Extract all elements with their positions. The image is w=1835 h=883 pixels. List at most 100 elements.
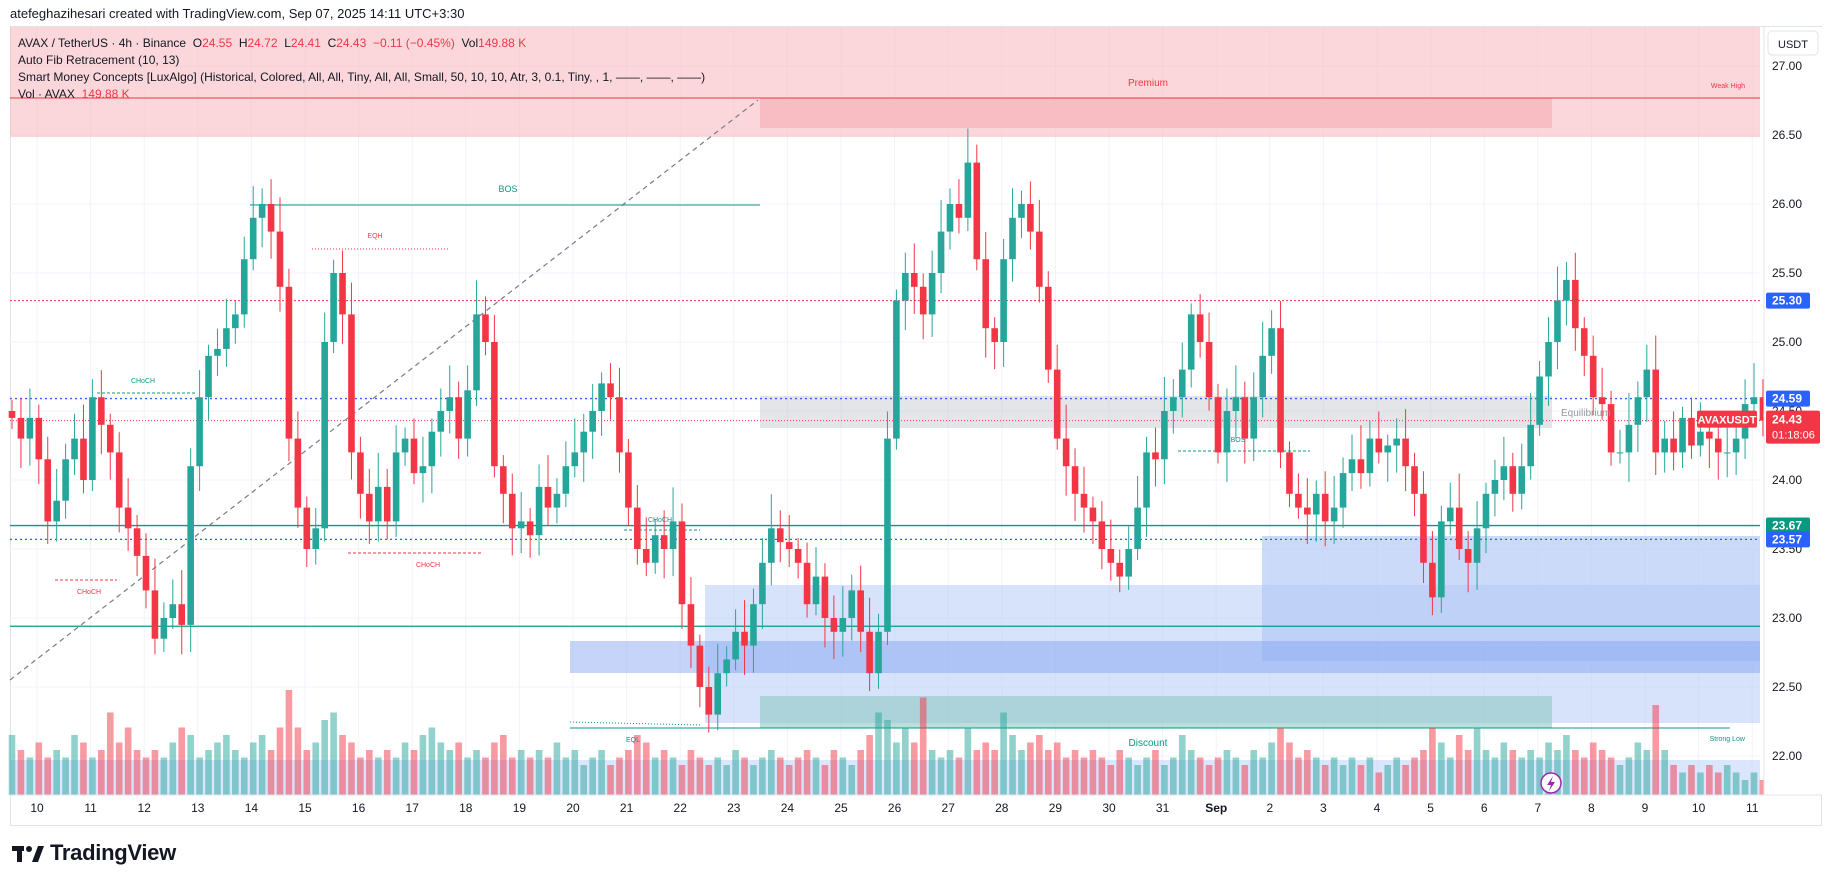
candle-body xyxy=(562,466,570,494)
volume-bar xyxy=(491,742,498,795)
volume-bar xyxy=(196,757,203,795)
chart-legend: AVAX / TetherUS · 4h · Binance O24.55 H2… xyxy=(18,35,705,103)
candle-body xyxy=(1125,549,1132,577)
volume-bar xyxy=(1098,757,1106,795)
volume-bar xyxy=(1009,735,1016,795)
volume-bar xyxy=(687,750,695,795)
candle-body xyxy=(366,493,373,522)
candle-body xyxy=(473,314,480,391)
candle-body xyxy=(223,328,230,349)
candle-body xyxy=(553,493,561,508)
candle-body xyxy=(455,397,462,439)
volume-bar xyxy=(294,727,302,795)
candle-body xyxy=(133,528,141,556)
candle-body xyxy=(669,521,677,549)
y-tick-label: 27.00 xyxy=(1772,59,1802,73)
volume-bar xyxy=(1455,735,1463,795)
x-tick-label: 23 xyxy=(727,801,741,815)
volume-bar xyxy=(1554,750,1561,795)
volume-bar xyxy=(1134,765,1141,795)
candle-body xyxy=(1080,493,1088,508)
volume-bar xyxy=(714,757,722,795)
candle-body xyxy=(1304,507,1311,515)
volume-bar xyxy=(1161,765,1168,795)
volume-bar xyxy=(946,750,954,795)
volume-bar xyxy=(526,757,534,795)
x-tick-label: 11 xyxy=(1746,801,1759,815)
candle-body xyxy=(732,631,739,660)
volume-bar xyxy=(848,765,856,795)
candle-body xyxy=(1411,466,1418,494)
label-premium: Premium xyxy=(1128,78,1168,89)
volume-bar xyxy=(1000,712,1007,795)
legend-indicator-smc[interactable]: Smart Money Concepts [LuxAlgo] (Historic… xyxy=(18,70,706,84)
last-price-countdown: 01:18:06 xyxy=(1772,430,1815,442)
volume-bar xyxy=(1250,750,1258,795)
eql-line xyxy=(569,721,701,726)
candle-body xyxy=(303,507,311,549)
volume-bar xyxy=(1643,750,1651,795)
volume-bar xyxy=(1536,757,1543,795)
candle-body xyxy=(26,417,34,439)
candle-body xyxy=(1357,459,1365,474)
candle-body xyxy=(1062,438,1070,467)
lightning-icon xyxy=(1547,776,1555,791)
candle-body xyxy=(312,528,320,549)
volume-bar xyxy=(991,750,998,795)
candle-body xyxy=(1500,466,1508,480)
volume-bar xyxy=(321,720,328,795)
candle-body xyxy=(919,286,927,315)
candle-body xyxy=(928,273,936,315)
legend-close-label: C xyxy=(327,36,337,50)
y-tick-label: 25.50 xyxy=(1772,266,1802,280)
y-tick-label: 25.00 xyxy=(1772,335,1802,349)
candle-body xyxy=(1438,521,1445,598)
legend-indicator-vol[interactable]: Vol · AVAX 149.88 K xyxy=(18,86,705,103)
candle-body xyxy=(866,631,873,674)
currency-box xyxy=(1767,30,1819,56)
volume-bar xyxy=(1679,772,1686,795)
volume-bar xyxy=(1670,765,1677,795)
volume-bar xyxy=(1348,757,1356,795)
volume-bar xyxy=(732,750,739,795)
candle-body xyxy=(1312,493,1320,515)
candle-body xyxy=(955,204,963,218)
candle-body xyxy=(1330,507,1338,522)
candle-body xyxy=(1170,397,1177,411)
volume-bar xyxy=(374,757,382,795)
volume-bar xyxy=(142,757,150,795)
tradingview-logo-icon xyxy=(12,846,44,862)
volume-bar xyxy=(1607,757,1615,795)
volume-bar xyxy=(35,742,43,795)
bullish-order-block-3 xyxy=(570,641,1760,673)
price-tag-bg xyxy=(1766,292,1810,309)
volume-bar xyxy=(1759,780,1767,795)
candle-body xyxy=(607,383,614,398)
volume-bar xyxy=(884,720,891,795)
x-tick-label: 7 xyxy=(1534,801,1541,815)
volume-bar xyxy=(1697,772,1704,795)
volume-bar xyxy=(98,750,105,795)
candle-body xyxy=(1598,397,1606,405)
x-tick-label: 29 xyxy=(1049,801,1063,815)
legend-high-value: 24.72 xyxy=(247,36,278,50)
legend-symbol[interactable]: AVAX / TetherUS · 4h · Binance xyxy=(18,36,187,50)
candle-body xyxy=(1706,431,1713,439)
candle-body xyxy=(1536,376,1543,425)
volume-bar xyxy=(857,750,864,795)
candle-body xyxy=(240,259,248,315)
candle-body xyxy=(1652,369,1660,453)
candle-body xyxy=(910,273,918,287)
legend-indicator-fib[interactable]: Auto Fib Retracement (10, 13) xyxy=(18,53,180,67)
candle-body xyxy=(678,521,686,605)
label-eqh: EQH xyxy=(367,233,382,240)
candle-body xyxy=(1044,286,1052,370)
volume-bar xyxy=(80,742,87,795)
candle-body xyxy=(535,486,543,536)
candle-body xyxy=(357,452,364,494)
candle-body xyxy=(339,273,346,315)
candle-body xyxy=(1429,562,1436,598)
volume-bar xyxy=(53,750,60,795)
x-tick-label: 3 xyxy=(1320,801,1327,815)
